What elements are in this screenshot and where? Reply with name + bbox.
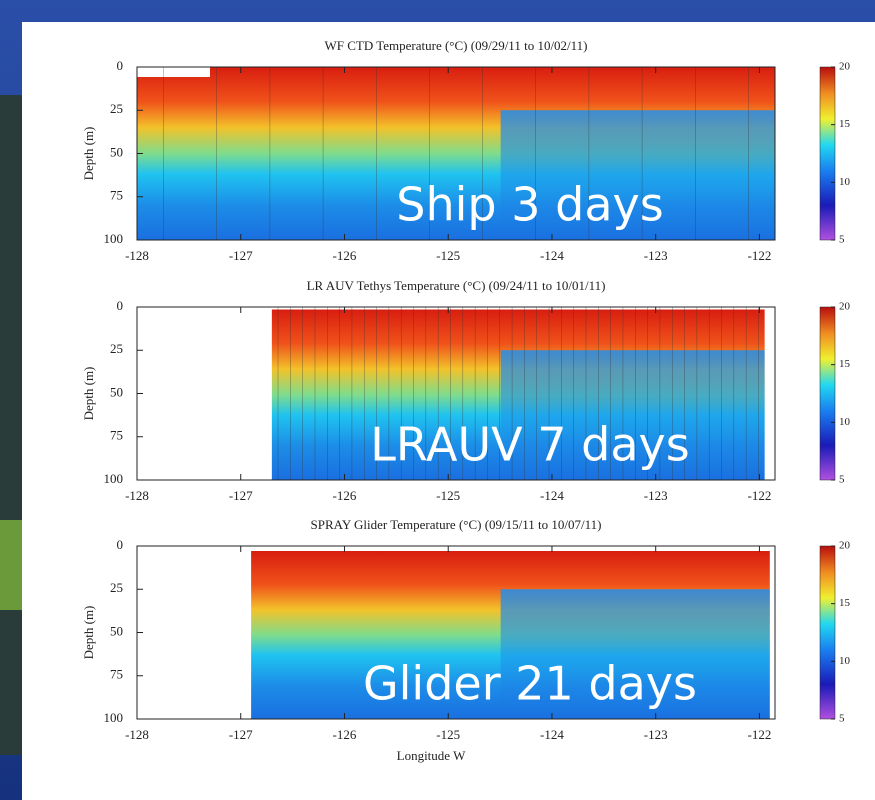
y-tick-label: 25 bbox=[110, 101, 123, 116]
x-tick-label: -128 bbox=[125, 248, 149, 263]
x-tick-label: -124 bbox=[540, 248, 564, 263]
left-strip bbox=[0, 95, 22, 755]
x-tick-label: -127 bbox=[229, 488, 253, 503]
x-tick-label: -127 bbox=[229, 727, 253, 742]
colorbar-tick-label: 20 bbox=[839, 301, 851, 313]
x-tick-label: -125 bbox=[436, 248, 460, 263]
colorbar bbox=[820, 307, 835, 480]
y-axis-label: Depth (m) bbox=[81, 606, 96, 660]
colorbar-tick-label: 20 bbox=[839, 61, 851, 73]
x-tick-label: -122 bbox=[748, 727, 772, 742]
x-tick-label: -128 bbox=[125, 727, 149, 742]
annotation: LRAUV 7 days bbox=[370, 418, 689, 472]
x-tick-label: -128 bbox=[125, 488, 149, 503]
annotation: Glider 21 days bbox=[363, 657, 697, 711]
y-tick-label: 75 bbox=[110, 188, 123, 203]
x-tick-label: -124 bbox=[540, 727, 564, 742]
x-tick-label: -125 bbox=[436, 488, 460, 503]
colorbar-tick-label: 5 bbox=[839, 234, 845, 246]
x-tick-label: -123 bbox=[644, 248, 668, 263]
colorbar-tick-label: 20 bbox=[839, 540, 851, 552]
colorbar-tick-label: 10 bbox=[839, 176, 851, 188]
y-axis-label: Depth (m) bbox=[81, 367, 96, 421]
x-tick-label: -122 bbox=[748, 488, 772, 503]
y-tick-label: 75 bbox=[110, 667, 123, 682]
x-tick-label: -126 bbox=[333, 727, 357, 742]
y-tick-label: 50 bbox=[110, 144, 123, 159]
y-tick-label: 75 bbox=[110, 428, 123, 443]
colorbar-tick-label: 10 bbox=[839, 416, 851, 428]
x-tick-label: -126 bbox=[333, 248, 357, 263]
y-tick-label: 0 bbox=[117, 58, 124, 73]
annotation: Ship 3 days bbox=[396, 178, 663, 232]
x-axis-label: Longitude W bbox=[397, 748, 466, 763]
colorbar bbox=[820, 546, 835, 719]
slide: WF CTD Temperature (°C) (09/29/11 to 10/… bbox=[0, 0, 875, 800]
x-tick-label: -125 bbox=[436, 727, 460, 742]
colorbar-tick-label: 5 bbox=[839, 713, 845, 725]
colorbar-tick-label: 10 bbox=[839, 655, 851, 667]
colorbar-tick-label: 15 bbox=[839, 118, 851, 130]
y-tick-label: 50 bbox=[110, 623, 123, 638]
x-tick-label: -123 bbox=[644, 727, 668, 742]
y-tick-label: 100 bbox=[104, 710, 124, 725]
y-tick-label: 25 bbox=[110, 341, 123, 356]
no-data bbox=[137, 67, 210, 77]
x-tick-label: -126 bbox=[333, 488, 357, 503]
plot-title: LR AUV Tethys Temperature (°C) (09/24/11… bbox=[307, 278, 606, 293]
x-tick-label: -127 bbox=[229, 248, 253, 263]
colorbar-tick-label: 5 bbox=[839, 474, 845, 486]
colorbar bbox=[820, 67, 835, 240]
colorbar-tick-label: 15 bbox=[839, 358, 851, 370]
page: {"chart_data": [ {"type": "heatmap", "ti… bbox=[0, 0, 875, 800]
left-strip-green bbox=[0, 520, 22, 610]
y-tick-label: 0 bbox=[117, 298, 124, 313]
plot-title: WF CTD Temperature (°C) (09/29/11 to 10/… bbox=[324, 38, 587, 53]
y-tick-label: 50 bbox=[110, 384, 123, 399]
y-tick-label: 100 bbox=[104, 231, 124, 246]
y-tick-label: 100 bbox=[104, 471, 124, 486]
x-tick-label: -123 bbox=[644, 488, 668, 503]
y-tick-label: 25 bbox=[110, 580, 123, 595]
x-tick-label: -124 bbox=[540, 488, 564, 503]
plot-title: SPRAY Glider Temperature (°C) (09/15/11 … bbox=[311, 517, 602, 532]
colorbar-tick-label: 15 bbox=[839, 597, 851, 609]
x-tick-label: -122 bbox=[748, 248, 772, 263]
y-axis-label: Depth (m) bbox=[81, 127, 96, 181]
y-tick-label: 0 bbox=[117, 537, 124, 552]
